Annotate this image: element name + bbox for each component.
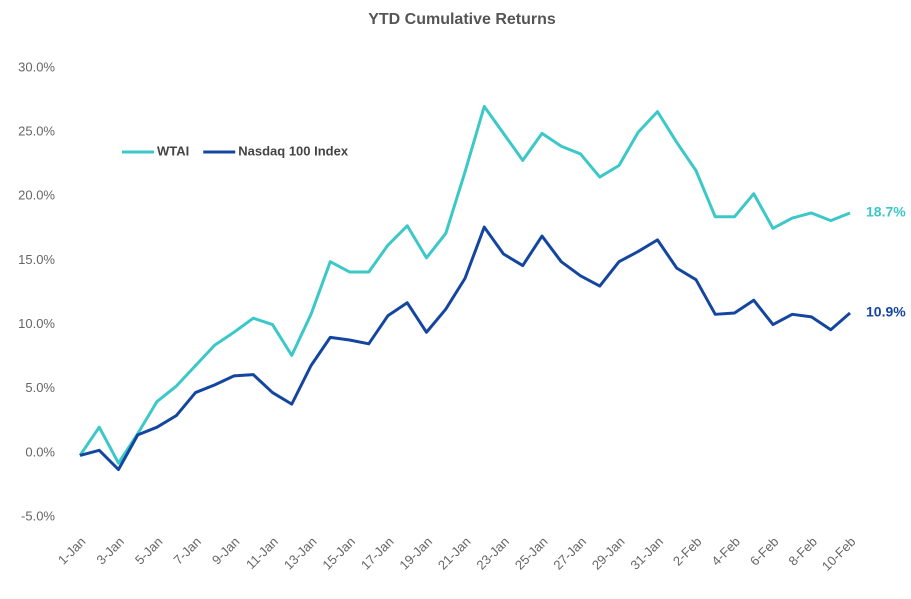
y-tick-label: 20.0% [18, 188, 55, 203]
y-tick-label: -5.0% [21, 508, 55, 523]
x-tick-label: 21-Jan [435, 534, 474, 573]
x-tick-label: 10-Feb [819, 534, 859, 574]
legend-label: Nasdaq 100 Index [238, 143, 349, 158]
data-label: 18.7% [866, 204, 906, 220]
legend-label: WTAI [157, 143, 189, 158]
x-tick-label: 25-Jan [512, 534, 551, 573]
data-label: 10.9% [866, 304, 906, 320]
x-tick-label: 3-Jan [93, 534, 127, 568]
y-tick-label: 25.0% [18, 124, 55, 139]
x-tick-label: 9-Jan [209, 534, 243, 568]
series-line [78, 104, 851, 465]
x-tick-label: 13-Jan [281, 534, 320, 573]
y-tick-label: 10.0% [18, 316, 55, 331]
series-line [79, 225, 851, 472]
x-tick-label: 5-Jan [132, 534, 166, 568]
x-tick-label: 29-Jan [589, 534, 628, 573]
x-tick-label: 11-Jan [243, 534, 281, 572]
y-tick-label: 5.0% [25, 380, 55, 395]
x-tick-label: 15-Jan [319, 534, 358, 573]
x-tick-label: 8-Feb [785, 534, 820, 569]
x-tick-label: 4-Feb [708, 534, 743, 569]
x-tick-label: 2-Feb [670, 534, 705, 569]
x-tick-label: 31-Jan [627, 534, 666, 573]
y-tick-label: 0.0% [25, 444, 55, 459]
x-tick-label: 6-Feb [747, 534, 782, 569]
y-tick-label: 30.0% [18, 59, 55, 74]
x-tick-label: 1-Jan [55, 534, 89, 568]
x-tick-label: 27-Jan [550, 534, 589, 573]
x-tick-label: 19-Jan [396, 534, 435, 573]
x-tick-label: 23-Jan [473, 534, 512, 573]
x-tick-label: 17-Jan [358, 534, 397, 573]
y-tick-label: 15.0% [18, 252, 55, 267]
chart-title: YTD Cumulative Returns [368, 11, 556, 28]
x-tick-label: 7-Jan [170, 534, 204, 568]
